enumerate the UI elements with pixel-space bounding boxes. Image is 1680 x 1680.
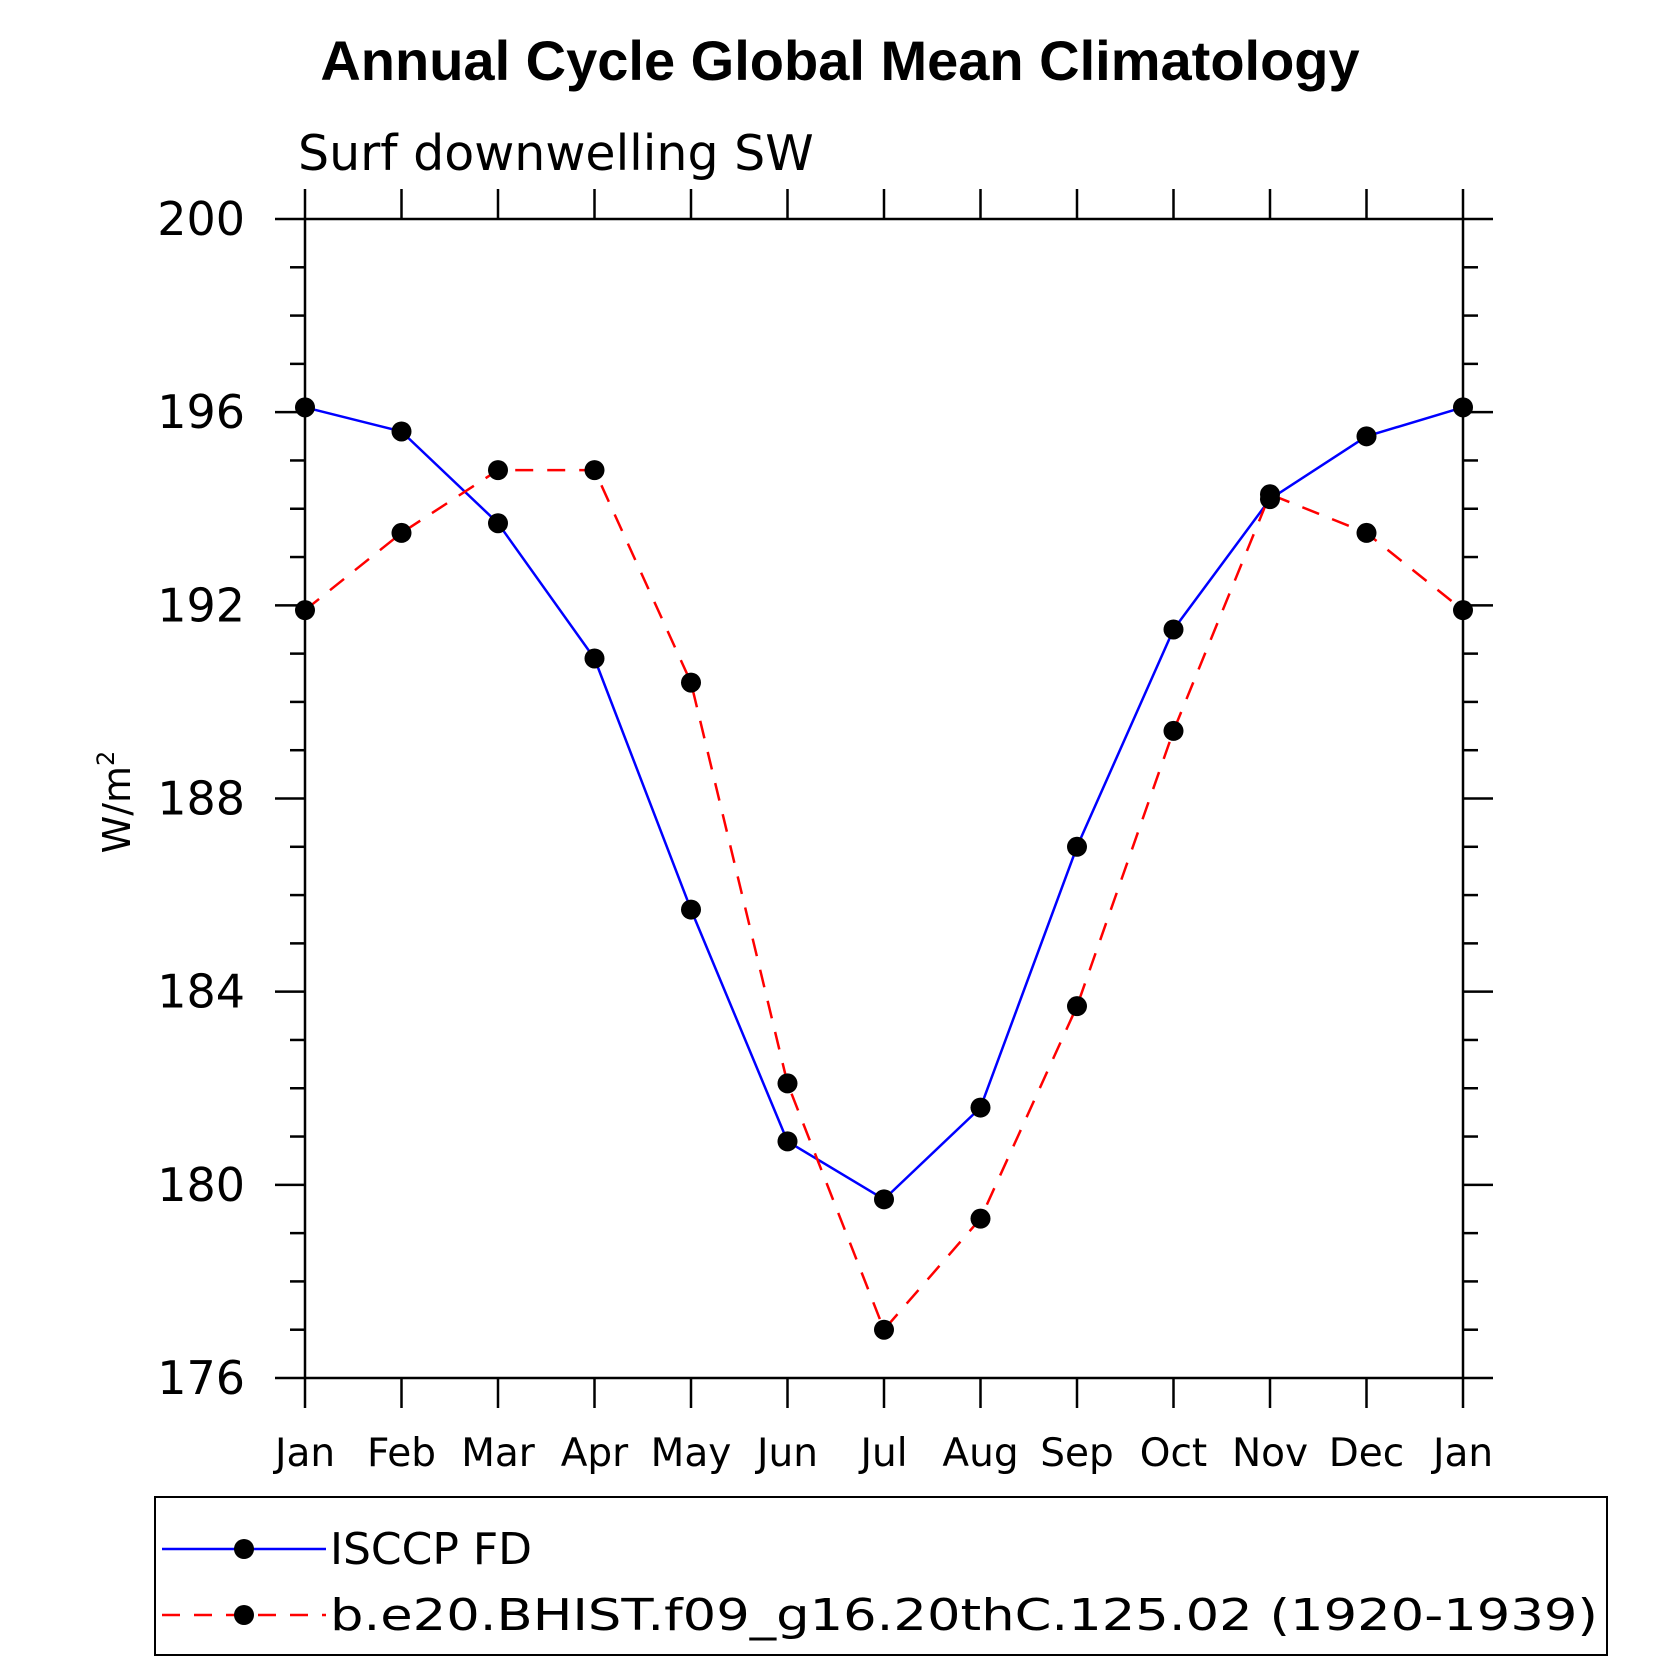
- y-axis-label: W/m2: [92, 751, 139, 854]
- y-tick-label-200: 200: [157, 192, 245, 246]
- point-isccp-fd-jan-12: [1453, 397, 1473, 418]
- data-markers: [295, 397, 1473, 1340]
- point-isccp-fd-may-4: [681, 899, 701, 920]
- legend: ISCCP FD b.e20.BHIST.f09_g16.20thC.125.0…: [154, 1496, 1608, 1656]
- y-tick-label-176: 176: [157, 1351, 245, 1405]
- legend-label-isccp: ISCCP FD: [330, 1524, 532, 1575]
- point-isccp-fd-aug-7: [970, 1097, 991, 1118]
- point-isccp-fd-oct-9: [1163, 619, 1184, 640]
- point-b-e20-bhist-f09-g16-20thc-125-02-1920-1939-nov-10: [1260, 484, 1280, 505]
- series-line-isccp-fd: [304, 406, 1464, 1201]
- x-tick-label-feb-1: Feb: [367, 1431, 436, 1476]
- y-tick-label-184: 184: [157, 965, 245, 1019]
- point-b-e20-bhist-f09-g16-20thc-125-02-1920-1939-dec-11: [1356, 522, 1377, 543]
- y-tick-label-180: 180: [157, 1158, 245, 1212]
- x-tick-label-oct-9: Oct: [1140, 1431, 1207, 1476]
- legend-label-model: b.e20.BHIST.f09_g16.20thC.125.02 (1920-1…: [330, 1590, 1598, 1641]
- point-isccp-fd-jun-5: [777, 1131, 798, 1152]
- chart-subtitle: Surf downwelling SW: [298, 125, 814, 182]
- y-tick-label-192: 192: [157, 578, 245, 632]
- point-isccp-fd-jan-0: [295, 397, 315, 418]
- x-tick-label-jan-0: Jan: [272, 1431, 335, 1476]
- point-isccp-fd-sep-8: [1067, 836, 1087, 857]
- y-axis-label-unit: W/m: [95, 766, 139, 853]
- y-axis-label-exponent: 2: [92, 751, 120, 766]
- x-tick-label-may-4: May: [651, 1431, 732, 1476]
- x-tick-label-sep-8: Sep: [1040, 1431, 1114, 1476]
- point-isccp-fd-mar-2: [488, 513, 508, 534]
- point-b-e20-bhist-f09-g16-20thc-125-02-1920-1939-apr-3: [584, 460, 605, 481]
- x-tick-label-mar-2: Mar: [461, 1431, 536, 1476]
- point-b-e20-bhist-f09-g16-20thc-125-02-1920-1939-aug-7: [970, 1208, 991, 1229]
- x-tick-label-jul-6: Jul: [857, 1431, 907, 1476]
- point-b-e20-bhist-f09-g16-20thc-125-02-1920-1939-oct-9: [1163, 720, 1184, 741]
- y-tick-label-188: 188: [157, 772, 245, 826]
- x-tick-label-dec-11: Dec: [1329, 1431, 1404, 1476]
- x-tick-label-jan-12: Jan: [1430, 1431, 1493, 1476]
- x-tick-label-nov-10: Nov: [1232, 1431, 1308, 1476]
- point-b-e20-bhist-f09-g16-20thc-125-02-1920-1939-jun-5: [777, 1073, 798, 1094]
- legend-marker-model: [234, 1605, 254, 1625]
- x-tick-label-apr-3: Apr: [561, 1431, 629, 1476]
- x-tick-label-jun-5: Jun: [754, 1431, 818, 1476]
- point-isccp-fd-jul-6: [874, 1189, 894, 1210]
- point-b-e20-bhist-f09-g16-20thc-125-02-1920-1939-sep-8: [1067, 996, 1087, 1017]
- x-tick-label-aug-7: Aug: [942, 1431, 1018, 1476]
- point-isccp-fd-apr-3: [584, 648, 605, 669]
- point-b-e20-bhist-f09-g16-20thc-125-02-1920-1939-jan-0: [295, 600, 315, 621]
- point-b-e20-bhist-f09-g16-20thc-125-02-1920-1939-jul-6: [874, 1319, 894, 1340]
- legend-box: [154, 1496, 1608, 1656]
- chart-title: Annual Cycle Global Mean Climatology: [320, 29, 1359, 92]
- point-b-e20-bhist-f09-g16-20thc-125-02-1920-1939-feb-1: [391, 522, 412, 543]
- legend-marker-isccp: [234, 1539, 254, 1559]
- y-tick-label-196: 196: [157, 385, 245, 439]
- point-b-e20-bhist-f09-g16-20thc-125-02-1920-1939-may-4: [681, 672, 701, 693]
- point-isccp-fd-dec-11: [1356, 426, 1377, 447]
- axes: Jan Feb Mar Apr May Jun Jul Aug Sep Oct Nov Dec Jan 1…: [157, 189, 1493, 1476]
- point-isccp-fd-feb-1: [391, 421, 412, 442]
- point-b-e20-bhist-f09-g16-20thc-125-02-1920-1939-jan-12: [1453, 600, 1473, 621]
- point-b-e20-bhist-f09-g16-20thc-125-02-1920-1939-mar-2: [488, 460, 508, 481]
